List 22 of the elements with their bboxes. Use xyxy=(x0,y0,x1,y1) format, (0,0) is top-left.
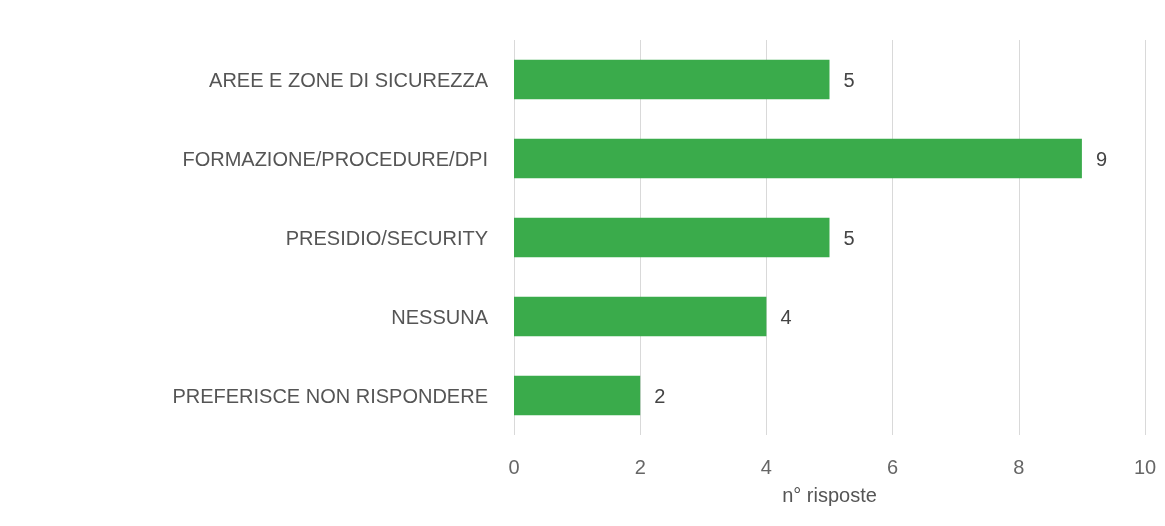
bar xyxy=(514,138,1082,179)
y-tick-label: AREE E ZONE DI SICUREZZA xyxy=(209,68,489,91)
y-tick-label: PREFERISCE NON RISPONDERE xyxy=(172,384,488,407)
bar xyxy=(514,375,641,416)
data-label: 9 xyxy=(1095,147,1108,170)
x-tick-label: 0 xyxy=(508,456,520,478)
bar xyxy=(514,296,767,337)
x-tick-label: 8 xyxy=(1013,456,1025,478)
x-tick-label: 2 xyxy=(634,456,646,478)
data-label: 2 xyxy=(654,384,666,407)
data-label: 5 xyxy=(843,68,855,91)
x-tick-label: 10 xyxy=(1133,456,1157,478)
data-label: 4 xyxy=(780,305,792,328)
bar xyxy=(514,217,830,258)
x-tick-label: 4 xyxy=(760,456,772,478)
y-tick-label: PRESIDIO/SECURITY xyxy=(285,226,488,249)
x-axis-title: n° risposte xyxy=(782,484,877,506)
x-tick-label: 6 xyxy=(887,456,899,478)
data-label: 5 xyxy=(843,226,855,249)
y-tick-label: NESSUNA xyxy=(391,305,489,328)
bar xyxy=(514,59,830,100)
y-tick-label: FORMAZIONE/PROCEDURE/DPI xyxy=(182,147,488,170)
